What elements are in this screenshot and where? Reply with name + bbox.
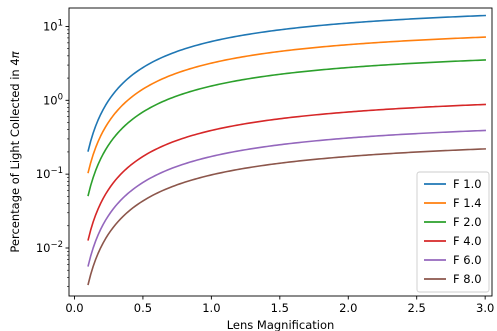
series-line-0 <box>87 14 486 152</box>
x-tick-label: 1.5 <box>271 301 289 315</box>
legend-label: F 4.0 <box>453 234 482 248</box>
x-axis-label: Lens Magnification <box>227 318 335 331</box>
y-axis-label: Percentage of Light Collected in 4π <box>8 50 22 252</box>
y-tick-label: 101 <box>43 18 63 33</box>
x-tick-label: 0.0 <box>65 301 83 315</box>
y-tick-label: 10−2 <box>36 240 63 255</box>
series-layer <box>87 14 486 286</box>
series-line-1 <box>87 36 486 174</box>
series-line-3 <box>87 103 486 241</box>
legend-label: F 1.0 <box>453 177 482 191</box>
x-tick-label: 3.0 <box>476 301 494 315</box>
x-tick-label: 2.5 <box>408 301 426 315</box>
y-tick-label: 10−1 <box>36 166 63 181</box>
legend-box <box>416 171 490 293</box>
legend-label: F 8.0 <box>453 272 482 286</box>
x-tick-label: 2.0 <box>339 301 357 315</box>
series-line-4 <box>87 129 486 267</box>
legend-label: F 2.0 <box>453 215 482 229</box>
y-tick-label: 100 <box>43 92 63 107</box>
series-line-2 <box>87 59 486 197</box>
legend: F 1.0 F 1.4 F 2.0 F 4.0 F 6.0 F 8.0 <box>416 171 490 293</box>
x-tick-label: 1.0 <box>202 301 220 315</box>
legend-label: F 6.0 <box>453 253 482 267</box>
x-tick-label: 0.5 <box>134 301 152 315</box>
legend-label: F 1.4 <box>453 196 482 210</box>
series-line-5 <box>87 148 486 286</box>
axes-layer: 0.0 0.5 1.0 1.5 2.0 2.5 3.0 10−2 10−1 100 101 <box>36 7 494 315</box>
